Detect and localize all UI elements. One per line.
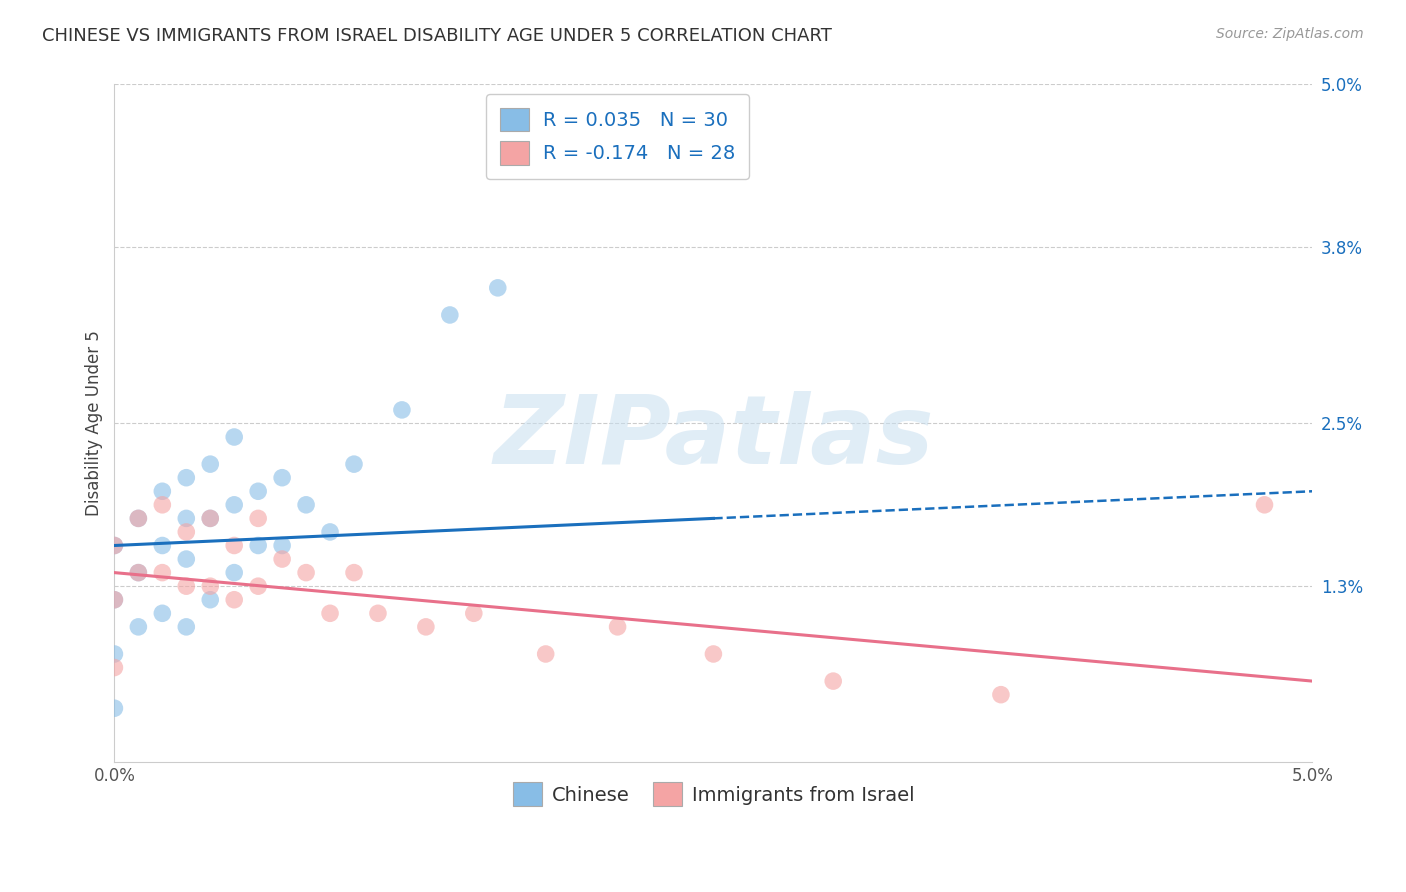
Immigrants from Israel: [174, 579, 197, 593]
Immigrants from Israel: [103, 539, 125, 553]
Chinese: [150, 539, 173, 553]
Chinese: [486, 281, 509, 295]
Chinese: [174, 511, 197, 525]
Immigrants from Israel: [463, 607, 485, 621]
Chinese: [127, 566, 149, 580]
Chinese: [224, 566, 246, 580]
Immigrants from Israel: [1253, 498, 1275, 512]
Immigrants from Israel: [319, 607, 342, 621]
Immigrants from Israel: [103, 660, 125, 674]
Chinese: [150, 607, 173, 621]
Legend: Chinese, Immigrants from Israel: Chinese, Immigrants from Israel: [505, 774, 922, 814]
Chinese: [200, 457, 222, 471]
Immigrants from Israel: [103, 592, 125, 607]
Chinese: [391, 403, 413, 417]
Chinese: [103, 592, 125, 607]
Immigrants from Israel: [295, 566, 318, 580]
Chinese: [174, 471, 197, 485]
Immigrants from Israel: [150, 566, 173, 580]
Chinese: [224, 498, 246, 512]
Immigrants from Israel: [702, 647, 724, 661]
Immigrants from Israel: [127, 511, 149, 525]
Chinese: [127, 620, 149, 634]
Immigrants from Israel: [534, 647, 557, 661]
Chinese: [224, 430, 246, 444]
Chinese: [271, 539, 294, 553]
Immigrants from Israel: [247, 511, 270, 525]
Chinese: [200, 592, 222, 607]
Chinese: [247, 484, 270, 499]
Chinese: [150, 484, 173, 499]
Chinese: [103, 647, 125, 661]
Chinese: [319, 524, 342, 539]
Chinese: [247, 539, 270, 553]
Immigrants from Israel: [127, 566, 149, 580]
Immigrants from Israel: [271, 552, 294, 566]
Immigrants from Israel: [415, 620, 437, 634]
Immigrants from Israel: [990, 688, 1012, 702]
Chinese: [174, 552, 197, 566]
Immigrants from Israel: [150, 498, 173, 512]
Text: ZIPatlas: ZIPatlas: [494, 391, 934, 483]
Chinese: [295, 498, 318, 512]
Chinese: [103, 539, 125, 553]
Chinese: [103, 701, 125, 715]
Text: Source: ZipAtlas.com: Source: ZipAtlas.com: [1216, 27, 1364, 41]
Immigrants from Israel: [224, 539, 246, 553]
Chinese: [127, 511, 149, 525]
Chinese: [271, 471, 294, 485]
Chinese: [200, 511, 222, 525]
Immigrants from Israel: [367, 607, 389, 621]
Chinese: [343, 457, 366, 471]
Immigrants from Israel: [606, 620, 628, 634]
Immigrants from Israel: [200, 579, 222, 593]
Chinese: [439, 308, 461, 322]
Immigrants from Israel: [247, 579, 270, 593]
Immigrants from Israel: [823, 674, 845, 689]
Immigrants from Israel: [343, 566, 366, 580]
Immigrants from Israel: [200, 511, 222, 525]
Text: CHINESE VS IMMIGRANTS FROM ISRAEL DISABILITY AGE UNDER 5 CORRELATION CHART: CHINESE VS IMMIGRANTS FROM ISRAEL DISABI…: [42, 27, 832, 45]
Chinese: [174, 620, 197, 634]
Y-axis label: Disability Age Under 5: Disability Age Under 5: [86, 331, 103, 516]
Immigrants from Israel: [224, 592, 246, 607]
Immigrants from Israel: [174, 524, 197, 539]
